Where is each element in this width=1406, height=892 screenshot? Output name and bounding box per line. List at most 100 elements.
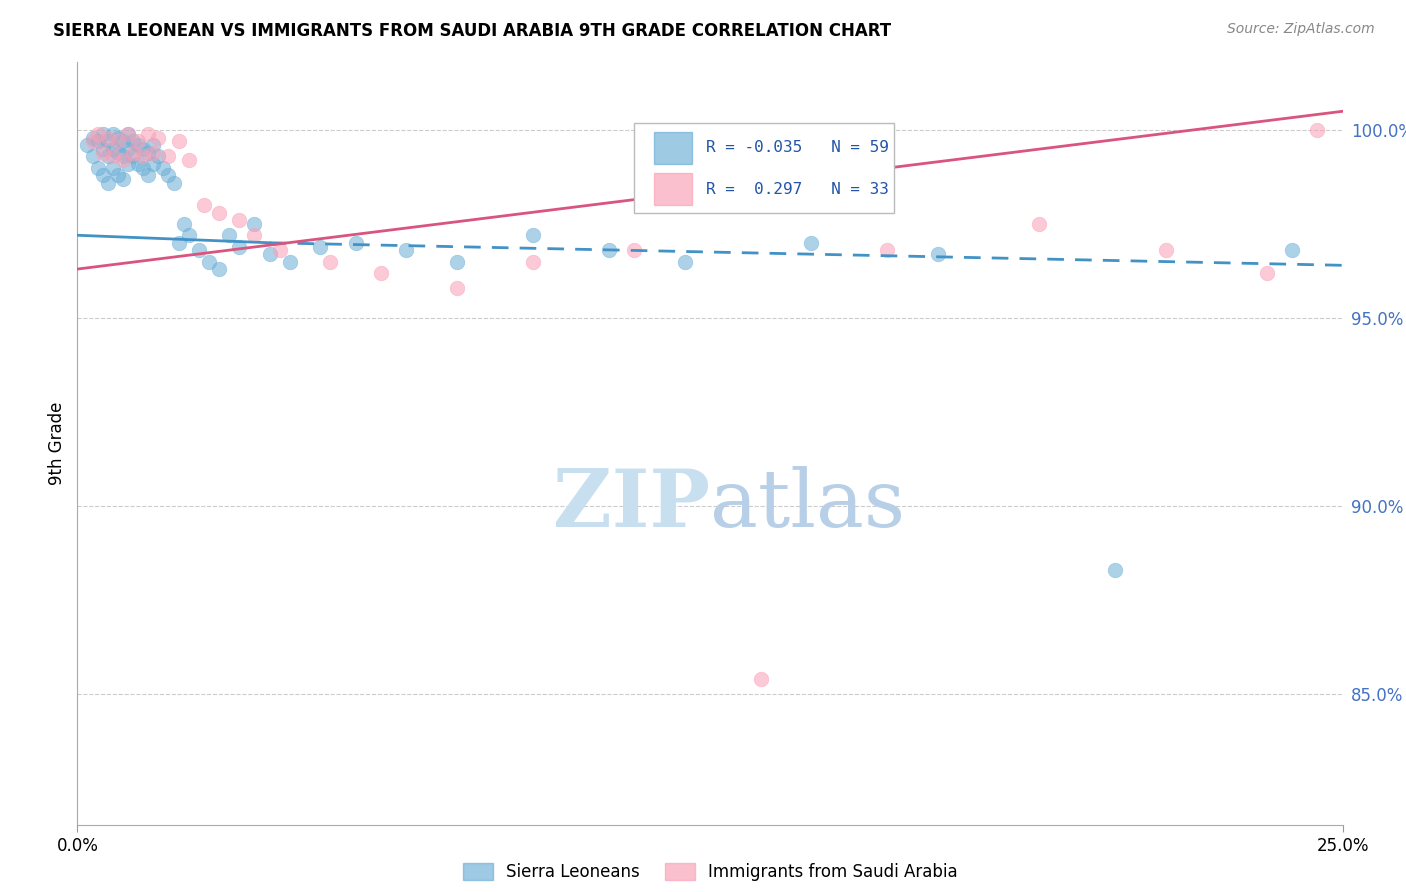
Point: [208, 205, 231, 219]
Point: [97, 134, 120, 148]
Point: [1256, 266, 1278, 280]
Y-axis label: 9th Grade: 9th Grade: [48, 402, 66, 485]
Point: [122, 149, 145, 163]
Point: [173, 217, 195, 231]
FancyBboxPatch shape: [654, 132, 692, 164]
Point: [136, 145, 159, 160]
Point: [876, 244, 898, 258]
Point: [101, 142, 124, 156]
Point: [152, 161, 174, 175]
Point: [122, 134, 145, 148]
Point: [177, 228, 200, 243]
Point: [132, 142, 155, 156]
Point: [157, 168, 180, 182]
Point: [278, 254, 301, 268]
FancyBboxPatch shape: [634, 123, 894, 213]
Point: [673, 254, 696, 268]
Point: [319, 254, 342, 268]
Point: [446, 254, 468, 268]
Point: [111, 172, 134, 186]
Point: [136, 127, 159, 141]
Point: [107, 145, 129, 160]
Point: [800, 235, 823, 250]
Point: [82, 130, 104, 145]
Point: [101, 161, 124, 175]
Point: [208, 262, 231, 277]
Point: [82, 149, 104, 163]
Point: [97, 149, 120, 163]
Point: [193, 198, 215, 212]
Point: [117, 157, 139, 171]
Point: [127, 157, 149, 171]
Point: [218, 228, 240, 243]
Point: [1104, 563, 1126, 577]
Text: R =  0.297   N = 33: R = 0.297 N = 33: [706, 182, 889, 196]
Point: [111, 134, 134, 148]
Point: [111, 153, 134, 168]
Point: [167, 235, 190, 250]
Point: [97, 130, 120, 145]
FancyBboxPatch shape: [654, 173, 692, 205]
Point: [1281, 244, 1303, 258]
Point: [344, 235, 367, 250]
Point: [446, 281, 468, 295]
Point: [107, 168, 129, 182]
Point: [91, 127, 114, 141]
Point: [142, 145, 165, 160]
Point: [309, 239, 332, 253]
Point: [522, 228, 544, 243]
Point: [927, 247, 949, 261]
Point: [177, 153, 200, 168]
Point: [162, 176, 184, 190]
Point: [82, 134, 104, 148]
Point: [228, 213, 250, 227]
Point: [269, 244, 291, 258]
Point: [167, 134, 190, 148]
Text: Source: ZipAtlas.com: Source: ZipAtlas.com: [1227, 22, 1375, 37]
Text: SIERRA LEONEAN VS IMMIGRANTS FROM SAUDI ARABIA 9TH GRADE CORRELATION CHART: SIERRA LEONEAN VS IMMIGRANTS FROM SAUDI …: [53, 22, 891, 40]
Point: [117, 127, 139, 141]
Point: [157, 149, 180, 163]
Point: [370, 266, 392, 280]
Point: [395, 244, 418, 258]
Point: [117, 127, 139, 141]
Point: [142, 138, 165, 153]
Point: [107, 134, 129, 148]
Point: [107, 130, 129, 145]
Point: [91, 145, 114, 160]
Point: [243, 217, 266, 231]
Point: [749, 672, 772, 686]
Text: ZIP: ZIP: [553, 466, 710, 544]
Point: [1028, 217, 1050, 231]
Point: [86, 161, 108, 175]
Point: [187, 244, 209, 258]
Point: [97, 176, 120, 190]
Point: [228, 239, 250, 253]
Point: [243, 228, 266, 243]
Point: [127, 134, 149, 148]
Point: [127, 138, 149, 153]
Point: [259, 247, 281, 261]
Point: [1154, 244, 1177, 258]
Point: [1306, 123, 1329, 137]
Point: [136, 168, 159, 182]
Point: [198, 254, 221, 268]
Point: [132, 161, 155, 175]
Point: [522, 254, 544, 268]
Point: [132, 149, 155, 163]
Point: [91, 168, 114, 182]
Point: [101, 149, 124, 163]
Point: [598, 244, 620, 258]
Point: [111, 149, 134, 163]
Legend: Sierra Leoneans, Immigrants from Saudi Arabia: Sierra Leoneans, Immigrants from Saudi A…: [454, 855, 966, 889]
Point: [117, 142, 139, 156]
Point: [91, 142, 114, 156]
Point: [101, 127, 124, 141]
Point: [86, 134, 108, 148]
Point: [86, 127, 108, 141]
Point: [142, 157, 165, 171]
Text: atlas: atlas: [710, 466, 905, 544]
Point: [148, 130, 170, 145]
Point: [623, 244, 645, 258]
Point: [76, 138, 98, 153]
